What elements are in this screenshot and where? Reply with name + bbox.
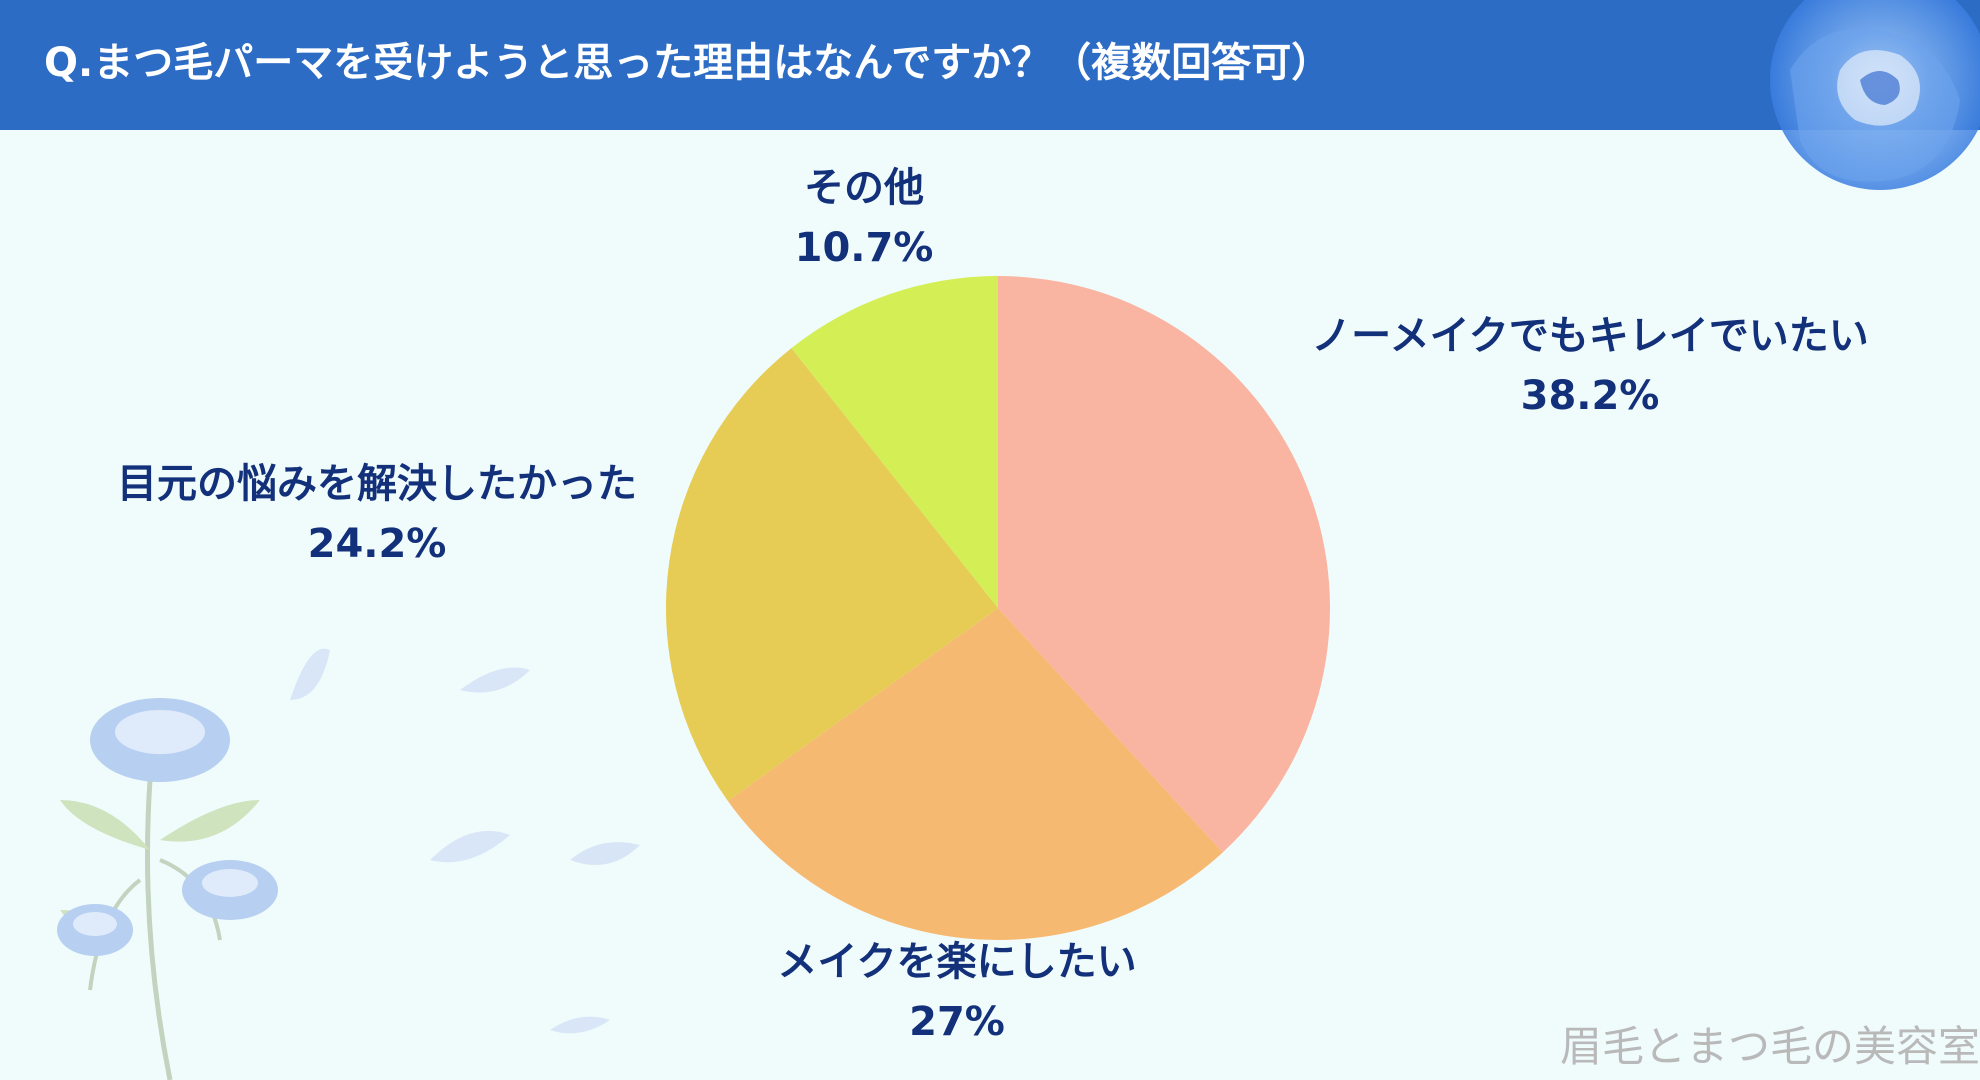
- slice-easy-makeup: [727, 608, 1223, 940]
- label-easy-makeup: メイクを楽にしたい 27%: [657, 932, 1257, 1052]
- chart-title: Q.まつ毛パーマを受けようと思った理由はなんですか？（複数回答可）: [44, 40, 1332, 86]
- slice-other: [791, 276, 998, 608]
- rose-icon: [1770, 0, 1980, 190]
- label-eye-concern: 目元の悩みを解決したかった 24.2%: [77, 454, 677, 574]
- slice-eye-concern: [666, 348, 998, 801]
- rose-stems-icon: [57, 698, 278, 1080]
- label-other: その他 10.7%: [664, 158, 1064, 278]
- label-no-makeup-name: ノーメイクでもキレイでいたい: [1311, 313, 1869, 359]
- petal-icon: [290, 648, 640, 1034]
- slice-no-makeup: [998, 276, 1330, 853]
- label-other-name: その他: [804, 165, 924, 211]
- label-easy-makeup-value: 27%: [909, 999, 1005, 1045]
- label-eye-concern-value: 24.2%: [307, 521, 447, 567]
- label-other-value: 10.7%: [794, 225, 934, 271]
- watermark: 眉毛とまつ毛の美容室: [1559, 1022, 1980, 1071]
- label-eye-concern-name: 目元の悩みを解決したかった: [117, 461, 637, 507]
- header-bar: Q.まつ毛パーマを受けようと思った理由はなんですか？（複数回答可）: [0, 0, 1980, 130]
- label-no-makeup: ノーメイクでもキレイでいたい 38.2%: [1290, 306, 1890, 426]
- label-easy-makeup-name: メイクを楽にしたい: [777, 939, 1137, 985]
- label-no-makeup-value: 38.2%: [1520, 373, 1660, 419]
